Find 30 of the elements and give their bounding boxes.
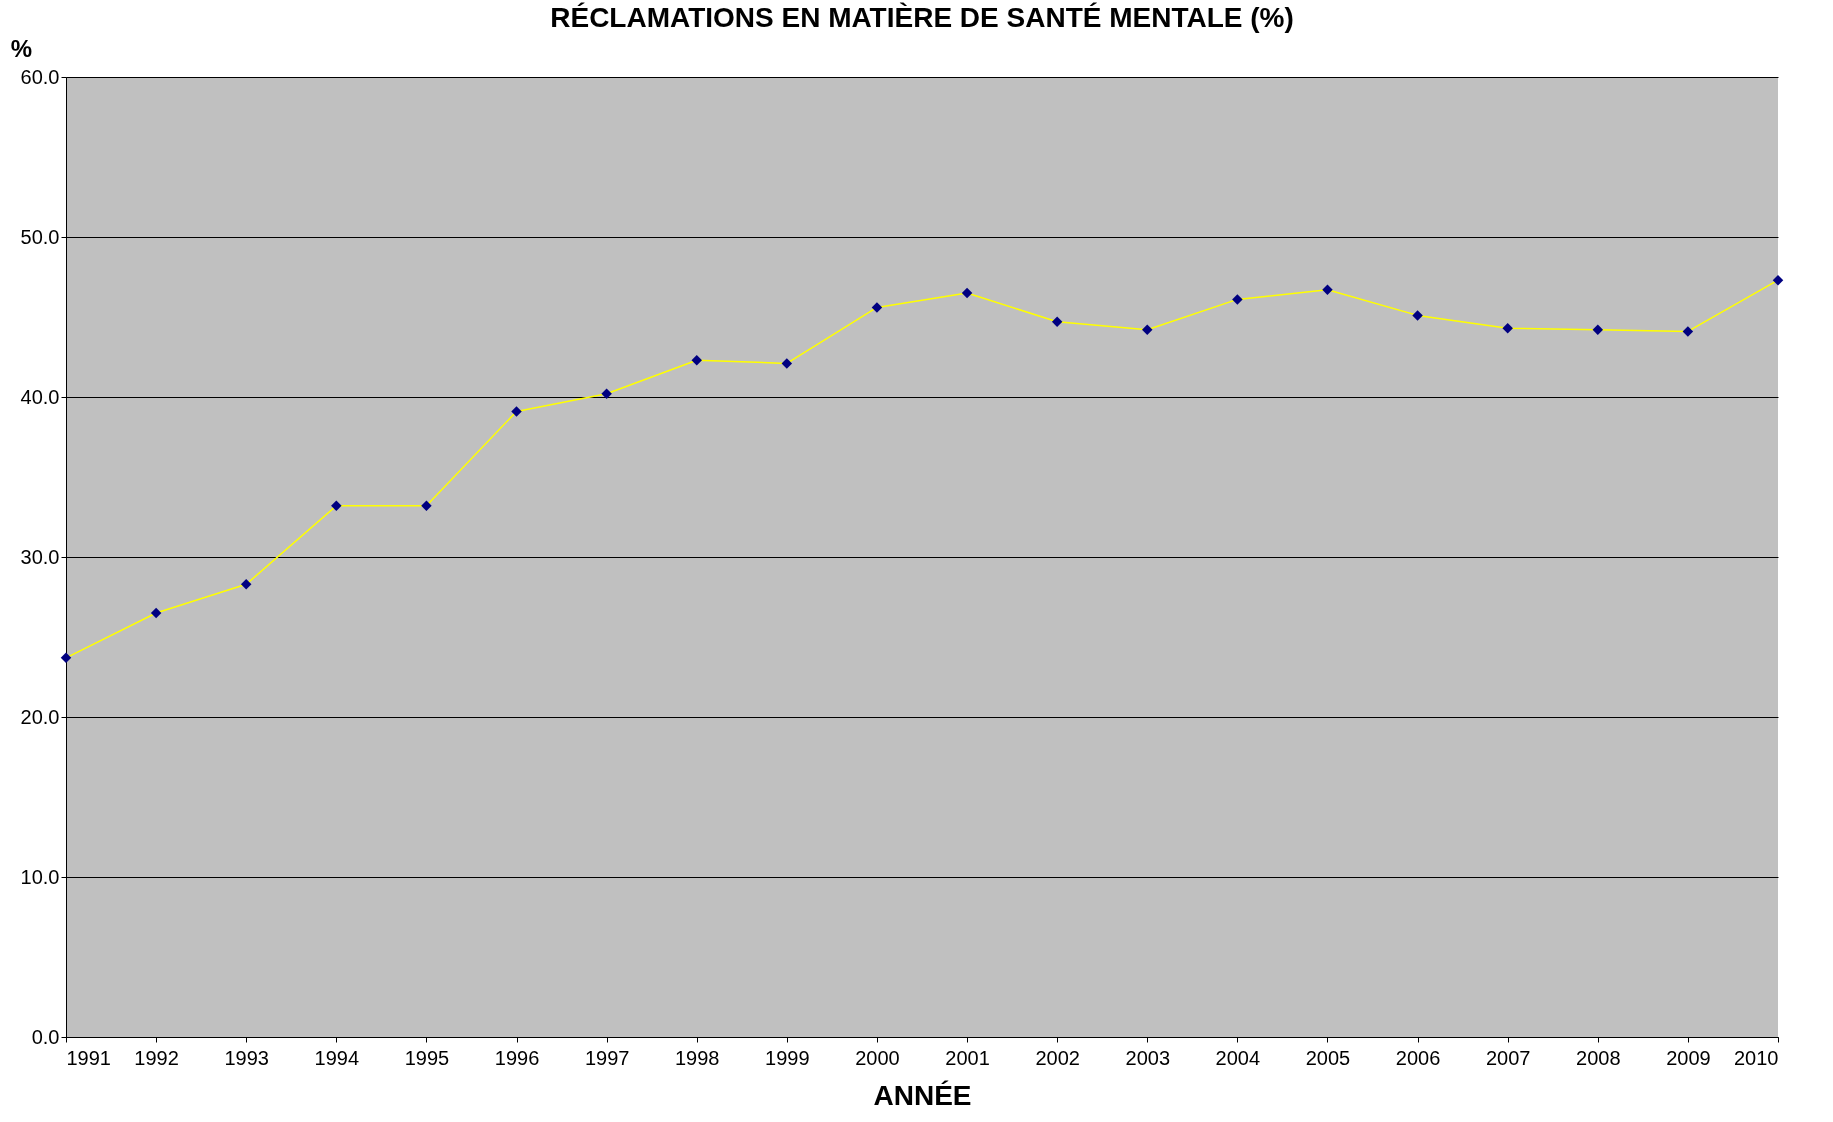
x-tick-label: 1993: [224, 1046, 269, 1069]
x-tick-label: 2006: [1395, 1046, 1441, 1069]
x-tick-label: 2010: [1734, 1046, 1779, 1069]
x-tick-label: 2002: [1035, 1046, 1080, 1069]
y-tick-label: 50.0: [20, 225, 60, 248]
y-tick-label: 30.0: [20, 545, 60, 568]
x-axis-title: ANNÉE: [873, 1079, 972, 1111]
x-tick-label: 2005: [1305, 1046, 1351, 1069]
y-tick-label: 20.0: [20, 705, 60, 728]
y-tick-label: 40.0: [20, 385, 60, 408]
x-tick-label: 1996: [494, 1046, 540, 1069]
x-tick-label: 1992: [134, 1046, 179, 1069]
y-tick-label: 10.0: [20, 865, 60, 888]
y-tick-label: 0.0: [31, 1025, 60, 1048]
x-tick-label: 1994: [314, 1046, 360, 1069]
chart-title: RÉCLAMATIONS EN MATIÈRE DE SANTÉ MENTALE (%): [550, 2, 1294, 33]
x-tick-label: 2009: [1666, 1046, 1711, 1069]
x-tick-label: 2007: [1485, 1046, 1531, 1069]
x-tick-label: 1995: [404, 1046, 450, 1069]
x-tick-label: 2000: [855, 1046, 900, 1069]
x-tick-label: 1999: [765, 1046, 810, 1069]
x-tick-label: 2004: [1215, 1046, 1261, 1069]
x-tick-label: 1997: [584, 1046, 630, 1069]
x-tick-label: 1998: [674, 1046, 720, 1069]
x-tick-label: 2003: [1125, 1046, 1171, 1069]
x-tick-label: 2001: [945, 1046, 990, 1069]
y-axis-title: %: [10, 34, 33, 62]
y-tick-label: 60.0: [20, 65, 60, 88]
x-tick-label: 2008: [1576, 1046, 1621, 1069]
x-tick-label: 1991: [66, 1046, 111, 1069]
